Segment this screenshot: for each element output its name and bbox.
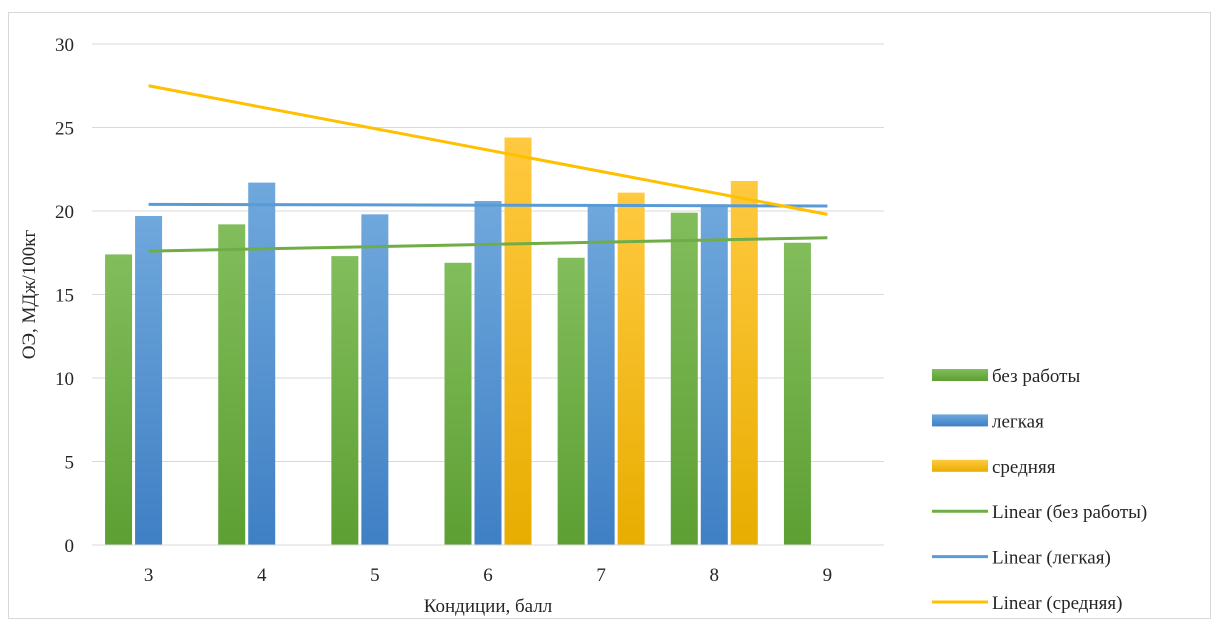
trendlines xyxy=(148,84,828,253)
y-tick-label: 10 xyxy=(55,369,74,390)
bar-средняя-6 xyxy=(504,137,532,545)
legend-label: средняя xyxy=(992,457,1056,478)
y-axis-title: ОЭ, МДж/100кг xyxy=(19,230,40,360)
bar-без-работы-7 xyxy=(557,257,585,545)
x-axis-title: Кондиции, балл xyxy=(424,596,553,617)
y-tick-label: 5 xyxy=(65,453,75,474)
chart-frame xyxy=(8,12,1211,619)
x-tick-label: 5 xyxy=(370,565,380,586)
legend-label: без работы xyxy=(992,366,1080,387)
x-tick-label: 4 xyxy=(257,565,267,586)
bar-легкая-6 xyxy=(474,200,502,546)
x-tick-label: 9 xyxy=(823,565,833,586)
y-tick-label: 30 xyxy=(55,35,74,56)
bar-средняя-8 xyxy=(730,180,758,545)
bar-легкая-5 xyxy=(361,214,389,545)
bar-легкая-3 xyxy=(135,216,163,545)
legend-label: Linear (без работы) xyxy=(992,502,1147,523)
y-tick-label: 15 xyxy=(55,286,74,307)
legend-label: Linear (легкая) xyxy=(992,548,1111,569)
x-tick-label: 8 xyxy=(710,565,720,586)
x-axis: 3 4 5 6 7 8 9 xyxy=(92,544,884,586)
trendline xyxy=(148,202,828,208)
y-tick-label: 0 xyxy=(65,536,75,557)
trendline xyxy=(148,84,828,216)
legend-label: Linear (средняя) xyxy=(992,593,1122,614)
y-tick-label: 25 xyxy=(55,119,74,140)
legend-swatch xyxy=(932,369,988,381)
bar-легкая-8 xyxy=(700,204,728,545)
bar-без-работы-6 xyxy=(444,262,472,545)
bar-легкая-4 xyxy=(248,182,276,546)
bar-без-работы-9 xyxy=(783,242,811,546)
legend-swatch xyxy=(932,459,988,472)
bar-легкая-7 xyxy=(587,204,615,545)
bar-без-работы-4 xyxy=(218,224,246,546)
bar-средняя-7 xyxy=(617,192,645,545)
legend-swatch xyxy=(932,414,988,427)
x-tick-label: 3 xyxy=(144,565,154,586)
trendline xyxy=(148,236,828,253)
legend-label: легкая xyxy=(992,411,1044,432)
legend: без работы легкая средняя Linear (без работ… xyxy=(932,366,1147,614)
bar-без-работы-5 xyxy=(331,256,359,545)
x-tick-label: 7 xyxy=(596,565,606,586)
y-axis: 0 5 10 15 20 25 30 xyxy=(55,35,74,557)
bar-без-работы-8 xyxy=(670,212,698,546)
y-tick-label: 20 xyxy=(55,202,74,223)
bars xyxy=(105,137,811,546)
x-tick-label: 6 xyxy=(483,565,493,586)
bar-без-работы-3 xyxy=(105,254,133,546)
